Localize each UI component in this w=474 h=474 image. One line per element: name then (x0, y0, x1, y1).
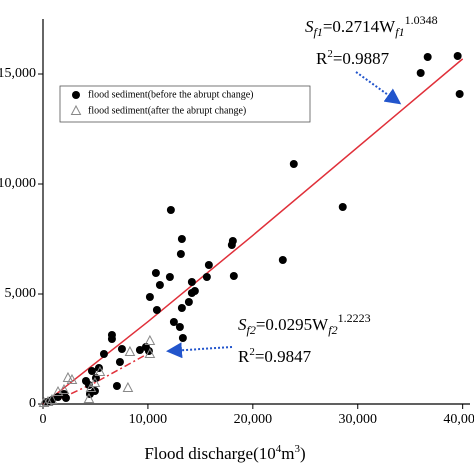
x-tick-label: 40,000 (443, 412, 474, 427)
point (107, 334, 116, 343)
point (204, 261, 213, 270)
eq-sup: 2 (249, 346, 255, 358)
point (112, 382, 121, 391)
point (115, 358, 124, 367)
fit-r2: R2=0.9887 (316, 48, 390, 68)
point (169, 318, 178, 327)
y-tick-label: 10,000 (0, 176, 36, 191)
point (58, 383, 70, 395)
point (122, 381, 134, 393)
eq-sub: f1 (314, 25, 323, 39)
y-tick-label: 15,000 (0, 66, 36, 81)
fit-r2: R2=0.9847 (238, 346, 312, 366)
fit-equation: Sf1=0.2714Wf11.0348 (305, 13, 438, 39)
point (87, 367, 96, 375)
eq-part: =0.0295W (256, 315, 329, 334)
point (202, 272, 211, 281)
point (89, 376, 101, 387)
point (135, 345, 144, 354)
legend-box (59, 85, 311, 123)
point (145, 292, 154, 301)
point (61, 393, 70, 402)
point (416, 69, 425, 78)
eq-part: S (305, 17, 314, 36)
x-label-text: Flood discharge(10 (144, 444, 275, 463)
legend-label: flood sediment(before the abrupt change) (88, 89, 254, 100)
legend-marker (70, 104, 82, 115)
eq-part: R (238, 347, 250, 366)
point (178, 334, 187, 342)
annotation-arrow (355, 71, 402, 105)
x-axis-label: Flood discharge(104m3) (144, 443, 305, 463)
x-tick-label: 30,000 (338, 412, 377, 427)
point (151, 268, 160, 277)
point (117, 345, 126, 353)
point (184, 298, 193, 307)
point (289, 160, 298, 169)
point (155, 281, 164, 290)
point (423, 52, 432, 61)
eq-sub: f2 (328, 323, 337, 337)
point (229, 272, 238, 281)
y-tick-label: 0 (29, 396, 36, 411)
point (38, 396, 50, 408)
fit-equation: Sf2=0.0295Wf21.2223 (238, 311, 371, 337)
point (165, 272, 174, 281)
x-label-end: ) (300, 444, 306, 463)
point (83, 392, 95, 404)
eq-sub: f1 (395, 25, 404, 39)
eq-sup: 1.2223 (338, 311, 371, 325)
eq-part: =0.2714W (323, 17, 396, 36)
point (144, 347, 156, 358)
x-label-sup: 4 (276, 443, 282, 455)
point (52, 385, 64, 397)
point (453, 52, 462, 61)
point (124, 345, 136, 356)
legend-label: flood sediment(after the abrupt change) (88, 105, 246, 116)
annotation-arrow (166, 342, 233, 359)
legend-marker (72, 91, 80, 99)
eq-sub: f2 (247, 323, 256, 337)
point (455, 89, 464, 98)
point (176, 250, 185, 259)
point (62, 371, 74, 382)
x-tick-label: 0 (40, 412, 47, 427)
x-label-unit: m (281, 444, 294, 463)
eq-part: =0.9847 (255, 347, 312, 366)
y-tick-label: 5,000 (5, 286, 37, 301)
point (166, 206, 175, 215)
point (152, 305, 161, 314)
eq-part: S (238, 315, 247, 334)
x-tick-label: 10,000 (129, 412, 168, 427)
point (187, 278, 196, 287)
point (227, 241, 236, 250)
x-label-sup: 3 (294, 443, 300, 455)
point (187, 289, 196, 298)
point (175, 323, 184, 331)
point (177, 303, 186, 312)
eq-part: R (316, 49, 328, 68)
point (144, 334, 156, 345)
point (177, 235, 186, 243)
point (338, 202, 347, 211)
point (66, 373, 78, 384)
point (99, 349, 108, 358)
point (94, 365, 106, 376)
point (53, 393, 62, 402)
eq-sup: 1.0348 (405, 13, 438, 27)
x-tick-label: 20,000 (234, 412, 273, 427)
eq-part: =0.9887 (333, 49, 390, 68)
point (278, 256, 287, 265)
eq-sup: 2 (327, 48, 333, 60)
point (85, 381, 97, 393)
